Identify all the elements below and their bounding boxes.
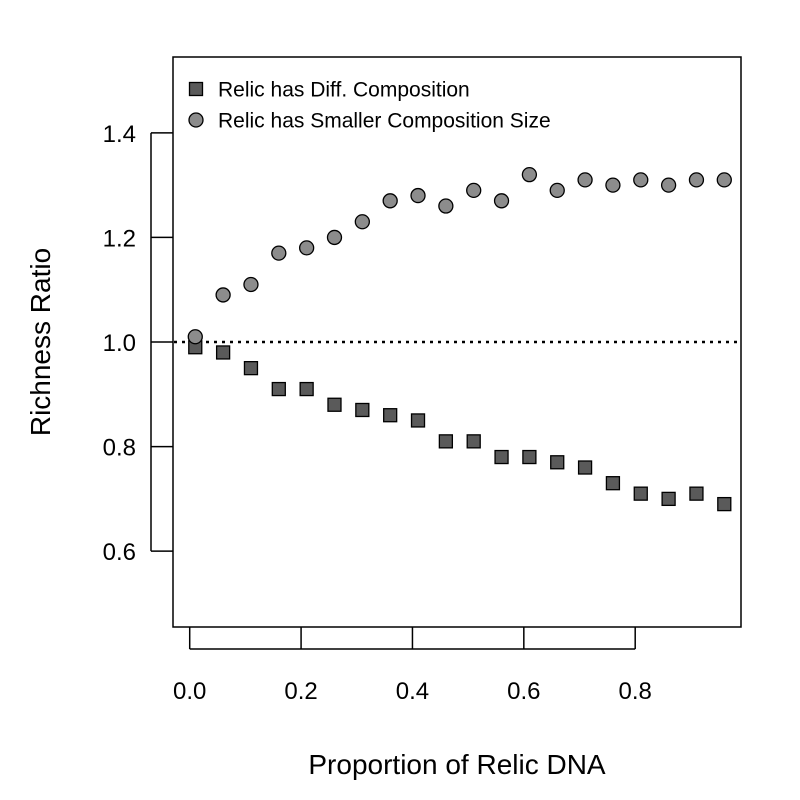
smaller-size-point	[326, 229, 343, 246]
diff-composition-point	[299, 381, 314, 397]
x-tick-label: 0.6	[507, 678, 540, 705]
diff-composition-point	[410, 413, 426, 428]
diff-composition-point	[689, 486, 704, 501]
legend-label: Relic has Diff. Composition	[218, 79, 470, 102]
y-tick-label: 0.8	[103, 435, 136, 462]
diff-composition-point	[438, 434, 454, 449]
smaller-size-point	[633, 172, 649, 188]
data-points	[187, 167, 732, 512]
x-axis-title: Proportion of Relic DNA	[308, 749, 606, 780]
smaller-size-point	[660, 177, 677, 193]
y-tick-label: 0.6	[103, 539, 136, 566]
diff-composition-point	[383, 408, 398, 423]
y-tick-label: 1.2	[103, 225, 136, 252]
smaller-size-point	[605, 177, 621, 193]
diff-composition-point	[577, 460, 593, 475]
smaller-size-point	[549, 182, 565, 198]
diff-composition-point	[717, 496, 732, 512]
diff-composition-point	[215, 345, 231, 360]
diff-composition-point	[605, 476, 621, 491]
y-axis-title: Richness Ratio	[25, 248, 56, 436]
diff-composition-point	[633, 486, 648, 501]
smaller-size-point	[382, 193, 398, 209]
y-tick-label: 1.4	[103, 121, 136, 148]
diff-composition-point	[494, 449, 509, 465]
smaller-size-point	[521, 167, 538, 183]
smaller-size-point	[466, 182, 482, 198]
smaller-size-point	[298, 240, 315, 256]
smaller-size-point	[493, 193, 510, 209]
smaller-size-point	[243, 276, 259, 293]
smaller-size-point	[688, 172, 705, 188]
smaller-size-point	[354, 214, 370, 230]
smaller-size-point	[716, 172, 732, 188]
smaller-size-point	[271, 245, 287, 261]
diff-composition-point	[522, 449, 537, 465]
diff-composition-point	[327, 397, 342, 412]
legend-square-marker	[188, 81, 204, 97]
diff-composition-point	[355, 402, 370, 418]
y-tick-label: 1.0	[103, 330, 136, 357]
x-tick-label: 0.4	[396, 678, 429, 705]
x-tick-label: 0.8	[619, 678, 652, 705]
smaller-size-point	[187, 329, 203, 345]
smaller-size-point	[215, 287, 231, 303]
diff-composition-point	[550, 455, 565, 470]
smaller-size-point	[438, 198, 454, 214]
smaller-size-point	[410, 187, 426, 204]
smaller-size-point	[577, 172, 593, 188]
diff-composition-point	[243, 360, 259, 376]
diff-composition-point	[466, 434, 481, 449]
diff-composition-point	[661, 491, 676, 507]
legend-label: Relic has Smaller Composition Size	[218, 110, 551, 133]
y-axis: 0.6 0.8 1.0 1.2 1.4	[103, 121, 173, 566]
diff-composition-point	[271, 381, 286, 397]
x-tick-label: 0.2	[284, 678, 317, 705]
legend: Relic has Diff. Composition Relic has Sma…	[188, 79, 551, 133]
legend-circle-marker	[188, 112, 204, 128]
x-axis: 0.0 0.2 0.4 0.6 0.8	[173, 627, 652, 705]
x-tick-label: 0.0	[173, 678, 206, 705]
